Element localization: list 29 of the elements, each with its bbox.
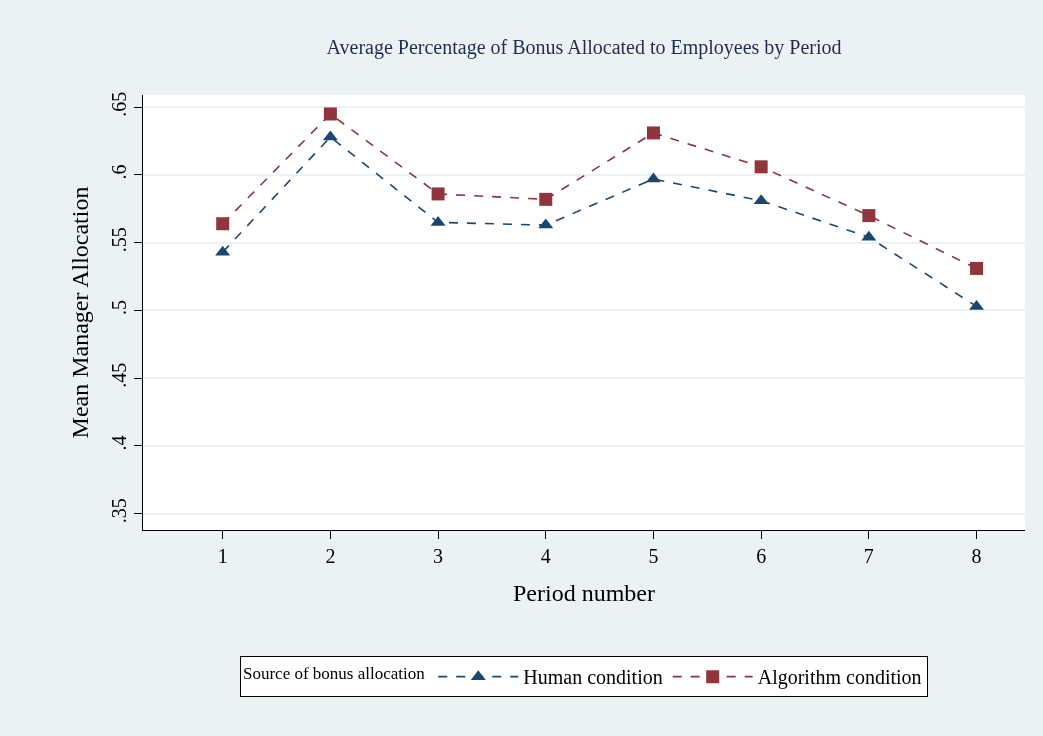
y-tick-label: .6	[108, 164, 130, 180]
x-tick-label: 6	[756, 545, 767, 567]
point	[862, 209, 876, 223]
y-tick-label: .55	[108, 227, 130, 253]
x-tick-label: 2	[325, 545, 336, 567]
point	[754, 160, 768, 174]
y-axis-title: Mean Manager Allocation	[67, 186, 94, 439]
x-axis-title: Period number	[513, 580, 655, 607]
point	[431, 187, 445, 201]
legend-label: Algorithm condition	[757, 666, 922, 690]
legend-title: Source of bonus allocation	[243, 664, 426, 684]
point	[646, 126, 660, 140]
y-tick-label: .4	[108, 435, 130, 451]
x-tick-label: 1	[217, 545, 228, 567]
x-tick-label: 8	[971, 545, 982, 567]
chart-title: Average Percentage of Bonus Allocated to Employees by Period	[326, 36, 842, 60]
y-tick-label: .45	[108, 362, 130, 388]
legend-label: Human condition	[523, 666, 663, 689]
point	[323, 107, 337, 121]
point	[970, 261, 984, 275]
y-tick-label: .65	[108, 91, 130, 117]
x-tick-label: 5	[648, 545, 659, 567]
y-tick-label: .35	[108, 498, 130, 524]
x-tick-label: 4	[540, 545, 551, 567]
point	[216, 217, 230, 231]
y-tick-label: .5	[108, 299, 130, 315]
point	[539, 192, 553, 206]
x-tick-label: 7	[863, 545, 874, 567]
x-tick-label: 3	[433, 545, 444, 567]
